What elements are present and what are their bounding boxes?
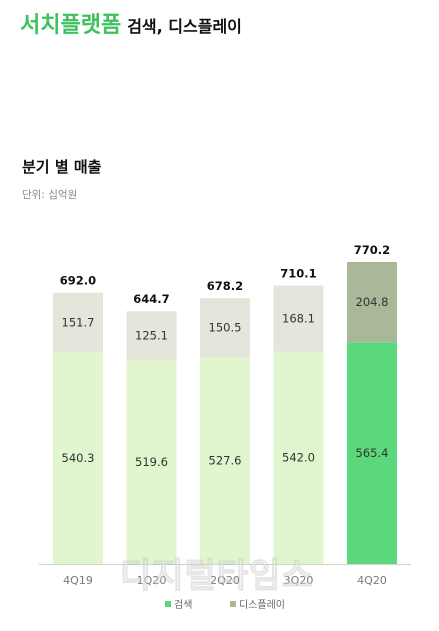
legend-label-search: 검색 bbox=[174, 599, 192, 611]
bar-search-1Q20 bbox=[126, 360, 177, 564]
data-label-display-4Q19: 151.7 bbox=[62, 315, 95, 329]
data-label-display-3Q20: 168.1 bbox=[282, 312, 315, 326]
x-tick-label-4Q20: 4Q20 bbox=[357, 574, 387, 587]
header-subtitle: 검색, 디스플레이 bbox=[127, 17, 242, 36]
legend-swatch-display bbox=[230, 601, 236, 607]
bar-display-4Q20 bbox=[347, 262, 397, 343]
data-label-display-4Q20: 204.8 bbox=[356, 295, 389, 309]
bar-display-1Q20 bbox=[126, 311, 177, 361]
data-label-display-2Q20: 150.5 bbox=[209, 321, 242, 335]
bar-display-2Q20 bbox=[200, 298, 250, 358]
legend-label-display: 디스플레이 bbox=[239, 599, 285, 611]
x-tick-label-2Q20: 2Q20 bbox=[210, 574, 240, 587]
unit-label: 단위: 십억원 bbox=[22, 189, 78, 201]
data-label-search-4Q20: 565.4 bbox=[356, 446, 389, 460]
chart-title: 분기 별 매출 bbox=[22, 158, 102, 176]
data-label-search-3Q20: 542.0 bbox=[282, 451, 315, 465]
header-brand: 서치플랫폼 bbox=[20, 13, 122, 38]
x-tick-label-4Q19: 4Q19 bbox=[63, 574, 93, 587]
total-label-1Q20: 644.7 bbox=[133, 292, 169, 306]
data-label-display-1Q20: 125.1 bbox=[135, 329, 168, 343]
bar-display-4Q19 bbox=[53, 292, 103, 353]
legend-swatch-search bbox=[165, 601, 171, 607]
bar-search-3Q20 bbox=[273, 351, 324, 564]
bar-search-2Q20 bbox=[200, 357, 250, 564]
x-tick-label-3Q20: 3Q20 bbox=[284, 574, 314, 587]
page-header: 서치플랫폼 검색, 디스플레이 bbox=[20, 10, 242, 43]
data-label-search-2Q20: 527.6 bbox=[209, 454, 242, 468]
total-label-4Q20: 770.2 bbox=[354, 243, 390, 257]
bar-display-3Q20 bbox=[273, 285, 324, 352]
total-label-2Q20: 678.2 bbox=[207, 279, 243, 293]
bar-search-4Q20 bbox=[347, 342, 397, 564]
total-label-4Q19: 692.0 bbox=[60, 274, 96, 288]
data-label-search-4Q19: 540.3 bbox=[62, 451, 95, 465]
data-label-search-1Q20: 519.6 bbox=[135, 455, 168, 469]
bar-search-4Q19 bbox=[53, 352, 103, 564]
total-label-3Q20: 710.1 bbox=[280, 267, 316, 281]
x-tick-label-1Q20: 1Q20 bbox=[137, 574, 167, 587]
